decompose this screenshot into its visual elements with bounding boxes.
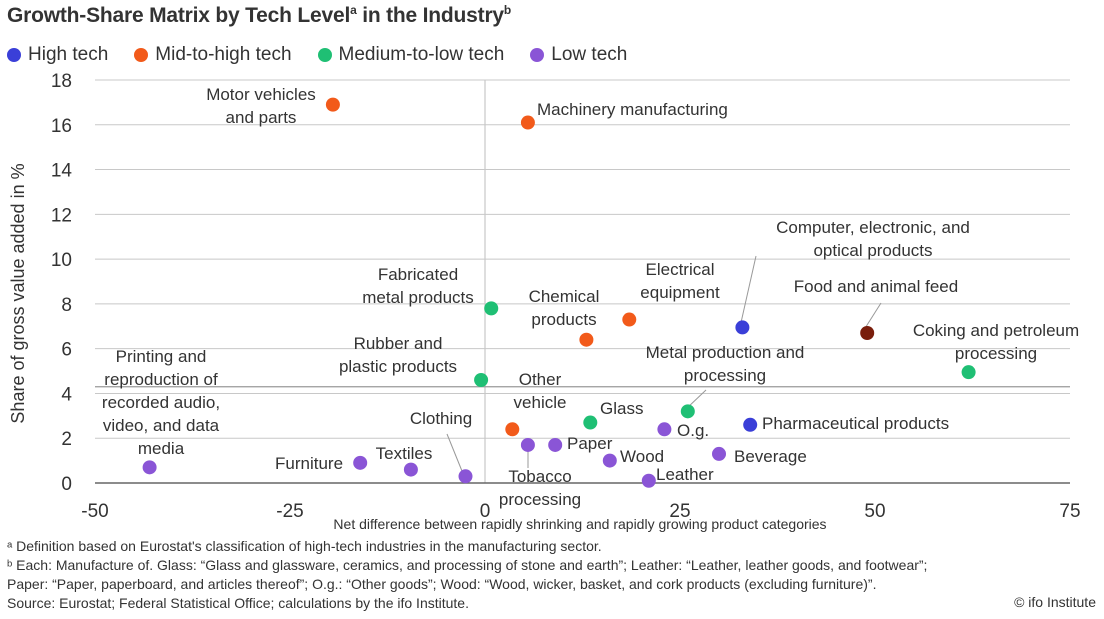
x-tick-label: 75 [1059,501,1080,522]
data-point-label: Other [519,370,562,389]
data-point-label: Furniture [275,454,343,473]
y-tick-label: 8 [61,295,72,316]
data-point [505,422,519,436]
footnotes: ᵃ Definition based on Eurostat's classif… [7,537,1097,613]
data-point [548,438,562,452]
data-point-label: Computer, electronic, and [776,218,970,237]
footnote-b-continued: Paper: “Paper, paperboard, and articles … [7,575,1097,594]
data-point [962,365,976,379]
data-point-label: Tobacco [508,467,571,486]
y-tick-label: 16 [51,116,72,137]
data-point [681,404,695,418]
data-point-label: products [531,310,596,329]
data-point-label: Food and animal feed [794,277,958,296]
data-point-label: Textiles [376,444,433,463]
leader-line [447,434,464,476]
data-point-label: Glass [600,399,643,418]
data-point [712,447,726,461]
data-point-label: Wood [620,447,664,466]
data-point [404,463,418,477]
scatter-chart: 0 2 4 6 8 10 12 14 16 18 -50 -25 0 25 50 75 Net differen… [0,0,1104,540]
y-tick-label: 12 [51,205,72,226]
data-point-label: O.g. [677,421,709,440]
y-tick-label: 4 [61,384,72,405]
leader-line [740,256,756,327]
data-point-label: equipment [640,283,720,302]
data-point-label: Machinery manufacturing [537,100,728,119]
data-point [474,373,488,387]
y-tick-label: 2 [61,429,72,450]
data-point-label: processing [499,490,581,509]
data-point-label: reproduction of [104,370,218,389]
y-tick-label: 6 [61,340,72,361]
x-axis-label: Net difference between rapidly shrinking… [333,516,826,532]
data-point [657,422,671,436]
data-point-label: Chemical [529,287,600,306]
y-tick-label: 10 [51,250,72,271]
data-point-label: Coking and petroleum [913,321,1079,340]
y-tick-label: 14 [51,161,73,182]
data-point-label: media [138,439,185,458]
data-point-label: plastic products [339,357,457,376]
x-tick-label: -50 [81,501,108,522]
data-point-label: vehicle [514,393,567,412]
data-point [521,438,535,452]
data-point [603,454,617,468]
data-point [642,474,656,488]
source-note: Source: Eurostat; Federal Statistical Of… [7,594,1097,613]
data-point [459,469,473,483]
data-point-label: and parts [226,108,297,127]
data-point-label: Rubber and [354,334,443,353]
data-point [353,456,367,470]
x-tick-label: 50 [864,501,885,522]
data-point-label: Printing and [116,347,207,366]
data-point-label: Fabricated [378,265,458,284]
data-point-label: processing [684,366,766,385]
data-point-label: Electrical [646,260,715,279]
data-point-label: video, and data [103,416,220,435]
data-point-label: Metal production and [646,343,805,362]
y-tick-label: 18 [51,71,72,92]
y-axis-label: Share of gross value added in % [8,163,28,423]
data-point-label: Clothing [410,409,472,428]
footnote-b: ᵇ Each: Manufacture of. Glass: “Glass an… [7,556,1097,575]
x-tick-label: -25 [276,501,303,522]
data-point [579,333,593,347]
data-point [143,460,157,474]
data-point-label: Motor vehicles [206,85,316,104]
data-point-label: Beverage [734,447,807,466]
data-point [326,98,340,112]
data-point-label: Pharmaceutical products [762,414,949,433]
data-point [743,418,757,432]
data-point [521,116,535,130]
data-point [622,313,636,327]
data-point-label: recorded audio, [102,393,220,412]
data-point [860,326,874,340]
data-point [484,301,498,315]
footnote-a: ᵃ Definition based on Eurostat's classif… [7,537,1097,556]
data-point-label: Paper [567,434,613,453]
data-point-label: metal products [362,288,474,307]
data-point-label: optical products [813,241,932,260]
data-point-label: processing [955,344,1037,363]
credit: © ifo Institute [1014,594,1096,610]
y-tick-label: 0 [61,474,72,495]
data-point-label: Leather [656,465,714,484]
data-point [735,320,749,334]
data-point [583,416,597,430]
